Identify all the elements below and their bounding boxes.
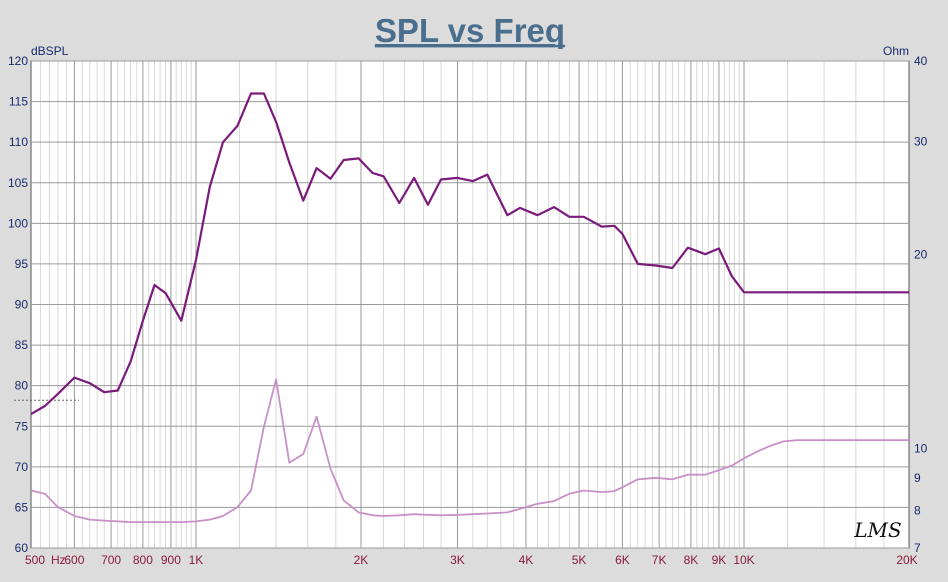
x-tick-label: 700	[101, 553, 121, 567]
x-tick-label: 9K	[712, 553, 727, 567]
x-tick-label: 5K	[572, 553, 587, 567]
x-tick-label: 1K	[189, 553, 204, 567]
left-tick-label: 100	[8, 216, 28, 230]
right-tick-label: 20	[914, 248, 928, 262]
x-tick-label: 4K	[519, 553, 534, 567]
x-tick-label: 900	[161, 553, 181, 567]
left-tick-label: 90	[15, 298, 29, 312]
x-tick-label: 6K	[615, 553, 630, 567]
right-tick-label: 7	[914, 541, 921, 555]
x-tick-label: 800	[133, 553, 153, 567]
right-tick-label: 8	[914, 504, 921, 518]
left-ticks: 60 65 70 75 80 85 90 95 100 105 110 115 120	[8, 54, 28, 555]
right-axis-label: Ohm	[883, 44, 909, 58]
series-layer	[30, 92, 909, 523]
chart-title: SPL vs Freq	[375, 12, 565, 49]
left-tick-label: 60	[15, 541, 29, 555]
x-tick-label: 3K	[450, 553, 465, 567]
right-tick-label: 9	[914, 471, 921, 485]
x-tick-label: 10K	[733, 553, 754, 567]
x-ticks: 500 600 700 800 900 1K 2K 3K 4K 5K 6K 7K 8K 9K 10K 20K	[25, 553, 918, 567]
x-tick-label: 7K	[652, 553, 667, 567]
x-tick-label: 8K	[684, 553, 699, 567]
x-tick-label: 500	[25, 553, 45, 567]
left-tick-label: 105	[8, 176, 28, 190]
grid	[14, 60, 909, 549]
left-tick-label: 110	[9, 135, 28, 149]
right-tick-label: 40	[914, 54, 928, 68]
left-tick-label: 120	[8, 54, 28, 68]
left-axis-label: dBSPL	[31, 44, 69, 58]
x-tick-label: 600	[64, 553, 84, 567]
right-ticks: 7 8 9 10 20 30 40	[914, 54, 928, 555]
impedance-series-line	[30, 378, 909, 523]
left-tick-label: 95	[15, 257, 29, 271]
left-tick-label: 75	[15, 419, 29, 433]
right-tick-label: 30	[914, 134, 928, 148]
lms-logo: LMS	[853, 518, 901, 542]
right-tick-label: 10	[914, 441, 928, 455]
x-tick-label: 20K	[896, 553, 917, 567]
left-tick-label: 65	[15, 500, 29, 514]
left-tick-label: 70	[15, 460, 29, 474]
left-tick-label: 85	[15, 338, 29, 352]
x-tick-label: 2K	[354, 553, 369, 567]
left-tick-label: 80	[15, 379, 29, 393]
x-unit-label: Hz	[51, 553, 66, 567]
left-tick-label: 115	[9, 95, 28, 109]
spl-series-line	[30, 92, 909, 416]
